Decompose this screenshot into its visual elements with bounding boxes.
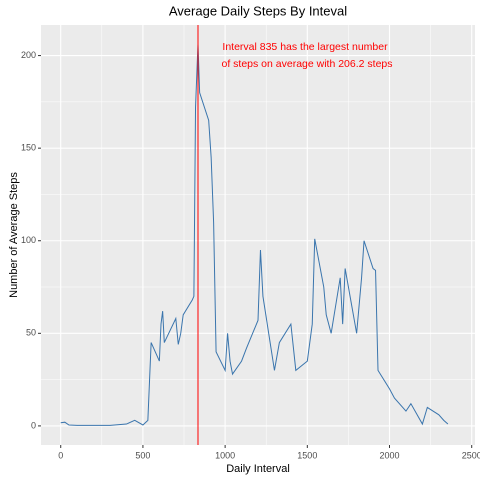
- panel: [41, 25, 475, 445]
- annotation: of steps on average with 206.2 steps: [221, 58, 392, 70]
- y-tick-label: 200: [21, 50, 36, 60]
- x-tick-label: 1000: [215, 450, 235, 460]
- x-tick-label: 500: [135, 450, 150, 460]
- chart-title: Average Daily Steps By Inteval: [169, 3, 347, 18]
- y-axis-title: Number of Average Steps: [8, 172, 20, 298]
- y-tick-label: 0: [31, 420, 36, 430]
- y-tick-label: 100: [21, 235, 36, 245]
- x-tick-label: 1500: [297, 450, 317, 460]
- annotation: Interval 835 has the largest number: [222, 41, 388, 53]
- x-tick-label: 2500: [462, 450, 480, 460]
- x-tick-label: 2000: [379, 450, 399, 460]
- line: [60, 44, 449, 426]
- y-tick-label: 150: [21, 143, 36, 153]
- y-tick-label: 50: [26, 328, 36, 338]
- x-axis-title: Daily Interval: [226, 463, 290, 475]
- x-tick-label: 0: [58, 450, 63, 460]
